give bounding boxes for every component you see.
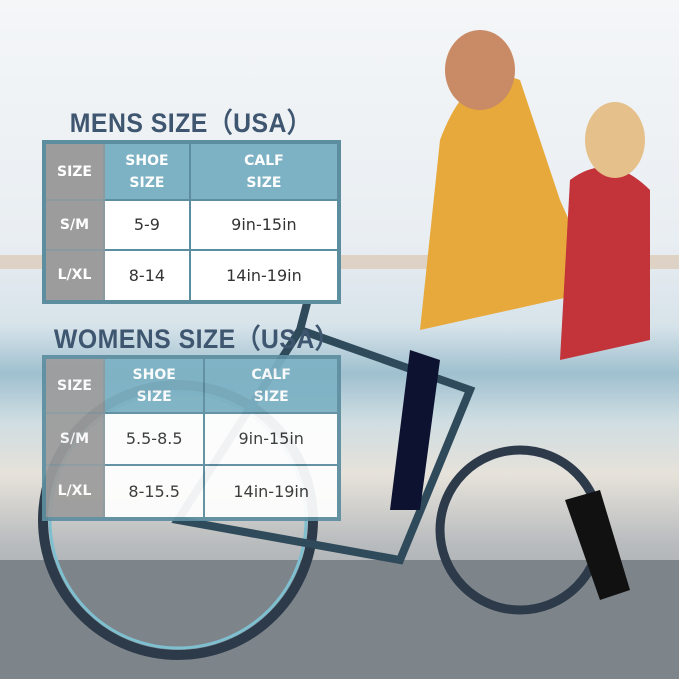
mens-size-table: SIZE SHOE SIZE CALF SIZE S/M 5-9 9in-15in L/… <box>42 140 341 304</box>
size-cell: S/M <box>43 199 105 251</box>
mens-size-title: MENS SIZE（USA） <box>69 108 313 138</box>
shoe-cell: 5.5-8.5 <box>102 412 206 466</box>
size-cell: L/XL <box>43 463 105 521</box>
shoe-cell: 8-15.5 <box>102 463 206 521</box>
header-line: SHOE <box>125 152 169 169</box>
table-row: L/XL 8-14 14in-19in <box>43 248 341 304</box>
header-line: CALF <box>251 366 291 383</box>
table-header-row: SIZE SHOE SIZE CALF SIZE <box>43 356 340 414</box>
header-line: SIZE <box>246 174 282 191</box>
header-line: CALF <box>244 152 284 169</box>
rider-front <box>420 76 600 330</box>
womens-size-table: SIZE SHOE SIZE CALF SIZE S/M 5.5-8.5 9in-15i… <box>42 355 341 521</box>
header-line: SIZE <box>129 174 165 191</box>
header-line: SIZE <box>253 388 289 405</box>
header-calf-size: CALF SIZE <box>203 356 340 414</box>
table-row: S/M 5.5-8.5 9in-15in <box>43 412 340 466</box>
size-cell: L/XL <box>43 248 105 304</box>
table-row: S/M 5-9 9in-15in <box>43 199 341 251</box>
header-line: SHOE <box>132 366 176 383</box>
shoe-cell: 8-14 <box>103 248 191 304</box>
calf-cell: 14in-19in <box>203 463 340 521</box>
rider-back-head <box>585 102 645 178</box>
table-row: L/XL 8-15.5 14in-19in <box>43 463 340 521</box>
header-size: SIZE <box>43 356 105 414</box>
size-cell: S/M <box>43 412 105 466</box>
header-line: SIZE <box>136 388 172 405</box>
header-shoe-size: SHOE SIZE <box>102 356 206 414</box>
header-calf-size: CALF SIZE <box>188 141 341 201</box>
striped-sock <box>565 490 630 600</box>
pavement <box>0 560 679 679</box>
rider-back <box>560 167 650 360</box>
shoe-cell: 5-9 <box>103 199 191 251</box>
rider-front-head <box>445 30 515 110</box>
header-size: SIZE <box>43 141 105 201</box>
calf-cell: 9in-15in <box>203 412 340 466</box>
header-shoe-size: SHOE SIZE <box>103 141 191 201</box>
calf-cell: 14in-19in <box>188 248 341 304</box>
calf-cell: 9in-15in <box>188 199 341 251</box>
table-header-row: SIZE SHOE SIZE CALF SIZE <box>43 141 341 201</box>
heart-sock <box>390 350 440 510</box>
womens-size-title: WOMENS SIZE（USA） <box>53 324 341 354</box>
